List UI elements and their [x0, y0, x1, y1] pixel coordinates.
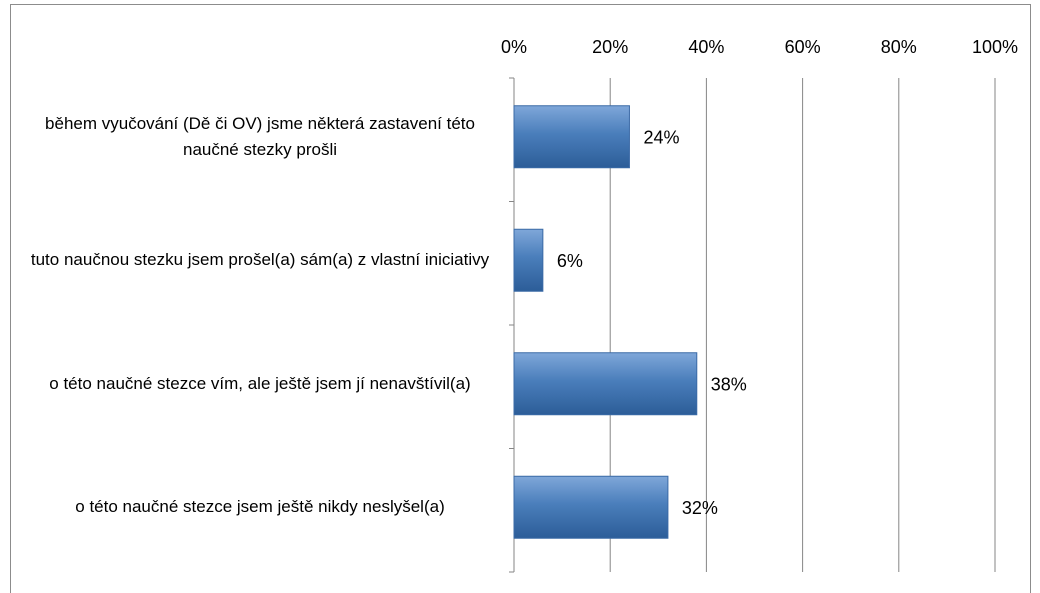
data-label: 38%: [711, 375, 747, 395]
x-tick-label: 40%: [688, 37, 724, 57]
x-tick-label: 80%: [881, 37, 917, 57]
x-tick-label: 100%: [972, 37, 1018, 57]
bar: [513, 475, 669, 539]
chart-border: [10, 4, 1031, 593]
y-tick-label: o této naučné stezce jsem ještě nikdy ne…: [75, 497, 445, 517]
y-tick-label: tuto naučnou stezku jsem prošel(a) sám(a…: [30, 250, 490, 270]
x-tick-label: 0%: [501, 37, 527, 57]
x-tick-label: 60%: [785, 37, 821, 57]
data-label: 32%: [682, 498, 718, 518]
bar: [513, 352, 698, 416]
data-label: 6%: [557, 251, 583, 271]
bar: [513, 228, 544, 292]
data-label: 24%: [643, 128, 679, 148]
bar: [513, 105, 630, 169]
y-tick-label: během vyučování (Dě či OV) jsme některá …: [45, 113, 475, 159]
y-tick-label: o této naučné stezce vím, ale ještě jsem…: [49, 373, 471, 393]
x-tick-label: 20%: [592, 37, 628, 57]
